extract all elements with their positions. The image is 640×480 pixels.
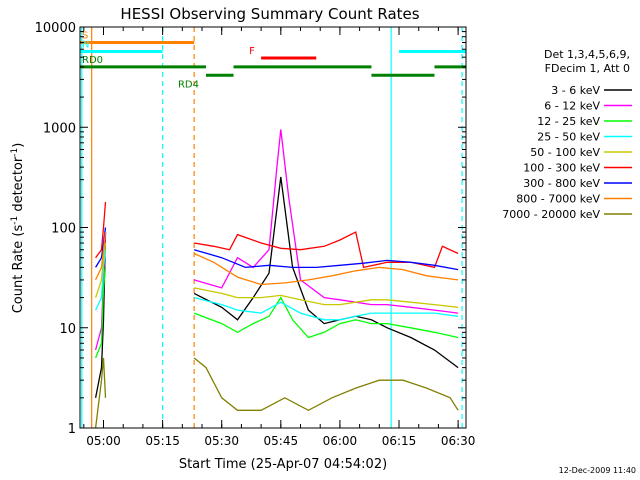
chart-title: HESSI Observing Summary Count Rates [120, 5, 419, 23]
legend-label-3: 25 - 50 keV [537, 131, 600, 144]
flag-label-n: N [82, 39, 89, 50]
y-tick-label-2: 100 [51, 222, 76, 237]
series-line-3 [95, 249, 459, 321]
y-tick-label-0: 1 [68, 422, 76, 437]
x-tick-label-5: 06:15 [382, 434, 417, 448]
legend-label-4: 50 - 100 keV [530, 146, 600, 159]
x-tick-label-3: 05:45 [264, 434, 299, 448]
y-tick-label-3: 1000 [43, 121, 76, 136]
series-line-0 [94, 176, 459, 398]
footer-timestamp: 12-Dec-2009 11:40 [559, 466, 636, 475]
legend-label-8: 7000 - 20000 keV [502, 208, 600, 221]
series-line-4 [94, 242, 459, 308]
x-tick-label-0: 05:00 [86, 434, 121, 448]
plot-area: SN F RD0 RD4 [80, 27, 466, 429]
series-line-8 [94, 357, 459, 429]
legend-label-6: 300 - 800 keV [523, 177, 600, 190]
legend: Det 1,3,4,5,6,9,FDecim 1, Att 0 3 - 6 keV… [502, 48, 632, 221]
legend-label-5: 100 - 300 keV [523, 162, 600, 175]
plot-frame [79, 26, 467, 429]
x-tick-label-2: 05:30 [204, 434, 239, 448]
axes: 05:00 05:15 05:30 05:45 06:00 06:15 06:30 1 10 10… [35, 21, 476, 448]
y-tick-label-4: 10000 [35, 21, 76, 36]
legend-label-0: 3 - 6 keV [551, 84, 600, 97]
legend-label-7: 800 - 7000 keV [516, 193, 600, 206]
y-axis-label: Count Rate (s-1 detector-1) [10, 143, 26, 314]
series-line-5 [95, 201, 459, 269]
legend-label-1: 6 - 12 keV [544, 100, 600, 113]
series-line-7 [95, 232, 459, 286]
flag-label-rd4: RD4 [178, 79, 199, 90]
legend-label-2: 12 - 25 keV [537, 115, 600, 128]
flag-label-f: F [249, 46, 255, 57]
flag-label-rd0: RD0 [82, 55, 103, 66]
series-line-1 [94, 129, 459, 351]
legend-title-line-1: FDecim 1, Att 0 [545, 62, 630, 75]
y-tick-label-1: 10 [59, 322, 76, 337]
x-tick-label-4: 06:00 [323, 434, 358, 448]
x-tick-label-1: 05:15 [145, 434, 180, 448]
flag-label-s: S [82, 31, 88, 42]
series-line-6 [95, 227, 459, 271]
series-line-2 [94, 267, 459, 359]
x-axis-label: Start Time (25-Apr-07 04:54:02) [179, 457, 387, 472]
x-tick-label-6: 06:30 [441, 434, 476, 448]
legend-title-line-0: Det 1,3,4,5,6,9, [544, 48, 630, 61]
